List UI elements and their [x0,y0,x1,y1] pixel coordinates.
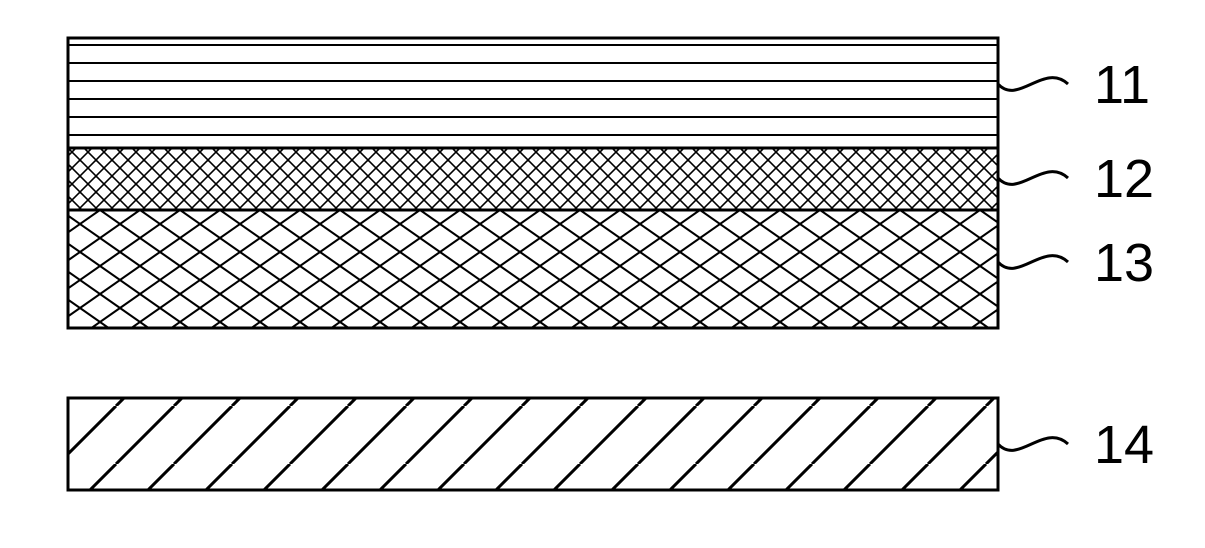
layer-12-label: 12 [1094,149,1154,209]
layer-11-label: 11 [1094,55,1150,115]
layer-11-rect [68,38,998,148]
layer-11: 11 [68,38,1150,148]
layer-14-label: 14 [1094,415,1154,475]
layer-13: 13 [68,210,1154,328]
layer-14-rect [68,398,998,490]
layer-12: 12 [68,148,1154,210]
layer-13-label: 13 [1094,233,1154,293]
layer-12-rect [68,148,998,210]
layer-13-rect [68,210,998,328]
layer-14: 14 [68,398,1154,490]
